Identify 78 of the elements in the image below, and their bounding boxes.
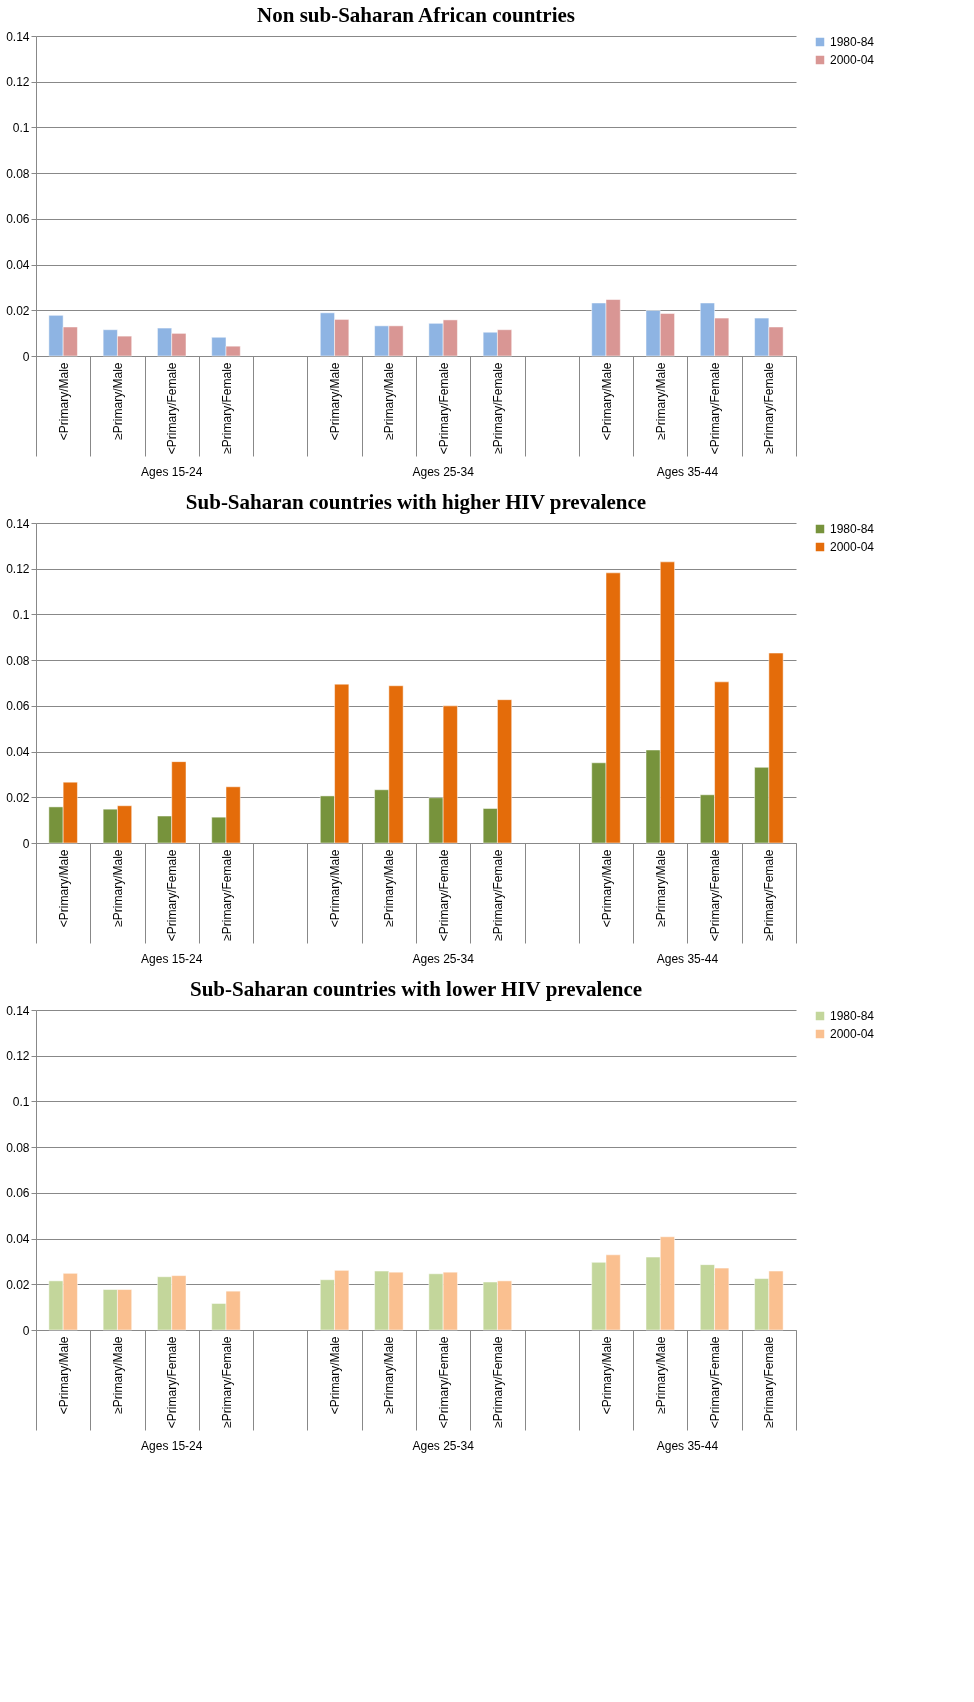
legend-label: 1980-84: [830, 35, 875, 49]
y-tick-label: 0.08: [6, 653, 30, 668]
x-tick-label: <Primary/Female: [436, 362, 451, 455]
legend-label: 1980-84: [830, 522, 875, 536]
x-tick-label: <Primary/Male: [599, 849, 614, 928]
x-tick-label: <Primary/Male: [328, 362, 343, 441]
x-tick-label: <Primary/Female: [165, 1336, 180, 1429]
y-tick-label: 0.04: [6, 1232, 30, 1247]
legend-label: 2000-04: [830, 1027, 875, 1041]
y-tick-label: 0.02: [6, 790, 30, 805]
x-tick-label: <Primary/Female: [436, 849, 451, 942]
y-tick-label: 0.1: [12, 1094, 30, 1109]
text: Ages 35-44: [656, 952, 719, 966]
y-tick-label: 0.1: [12, 120, 30, 135]
y-tick-label: 0.02: [6, 1277, 30, 1292]
x-tick-label: ≥Primary/Female: [219, 362, 234, 454]
x-tick-label: ≥Primary/Male: [110, 849, 125, 927]
y-tick-label: 0.04: [6, 258, 30, 273]
text: Ages 15-24: [141, 952, 203, 966]
x-tick-label: <Primary/Male: [599, 1336, 614, 1415]
y-tick-label: 0.1: [12, 607, 30, 622]
chart-title: Non sub-Saharan African countries: [257, 3, 575, 27]
y-tick-label: 0.04: [6, 745, 30, 760]
x-tick-label: ≥Primary/Female: [219, 849, 234, 941]
x-tick-label: ≥Primary/Female: [762, 362, 777, 454]
x-tick-label: <Primary/Female: [708, 1336, 723, 1429]
y-tick-label: 0.12: [6, 562, 30, 577]
x-tick-label: <Primary/Male: [56, 362, 71, 441]
legend-label: 2000-04: [830, 53, 875, 67]
x-tick-label: <Primary/Male: [599, 362, 614, 441]
x-tick-label: <Primary/Female: [708, 849, 723, 942]
x-tick-label: ≥Primary/Male: [653, 849, 668, 927]
text: Ages 25-34: [412, 1439, 475, 1453]
y-tick-label: 0.06: [6, 1186, 30, 1201]
y-tick-label: 0.06: [6, 212, 30, 227]
chart-title: Sub-Saharan countries with lower HIV prevalence: [189, 977, 643, 1001]
x-tick-label: <Primary/Male: [328, 849, 343, 928]
x-tick-label: ≥Primary/Male: [382, 1336, 397, 1414]
y-tick-label: 0: [22, 1323, 30, 1338]
y-tick-label: 0: [22, 349, 30, 364]
y-tick-label: 0.06: [6, 699, 30, 714]
text: Ages 15-24: [141, 1439, 203, 1453]
x-tick-label: ≥Primary/Female: [490, 849, 505, 941]
y-tick-label: 0.14: [6, 1003, 30, 1018]
x-tick-label: <Primary/Female: [436, 1336, 451, 1429]
text: Ages 35-44: [656, 1439, 719, 1453]
legend-label: 1980-84: [830, 1009, 875, 1023]
y-tick-label: 0.08: [6, 166, 30, 181]
text: Ages 25-34: [412, 952, 475, 966]
text: Ages 15-24: [141, 465, 203, 479]
legend-label: 2000-04: [830, 540, 875, 554]
y-tick-label: 0.02: [6, 303, 30, 318]
y-tick-label: 0.14: [6, 29, 30, 44]
y-tick-label: 0.14: [6, 516, 30, 531]
x-tick-label: <Primary/Male: [328, 1336, 343, 1415]
x-tick-label: ≥Primary/Male: [110, 362, 125, 440]
x-tick-label: ≥Primary/Male: [110, 1336, 125, 1414]
x-tick-label: ≥Primary/Female: [219, 1336, 234, 1428]
x-tick-label: ≥Primary/Female: [490, 1336, 505, 1428]
x-tick-label: <Primary/Female: [165, 362, 180, 455]
x-tick-label: <Primary/Male: [56, 849, 71, 928]
x-tick-label: ≥Primary/Female: [762, 849, 777, 941]
y-tick-label: 0.08: [6, 1140, 30, 1155]
text: Ages 35-44: [656, 465, 719, 479]
x-tick-label: ≥Primary/Male: [382, 849, 397, 927]
y-tick-label: 0.12: [6, 1049, 30, 1064]
x-tick-label: <Primary/Female: [708, 362, 723, 455]
x-tick-label: <Primary/Female: [165, 849, 180, 942]
y-tick-label: 0: [22, 836, 30, 851]
x-tick-label: ≥Primary/Female: [762, 1336, 777, 1428]
chart-title: Sub-Saharan countries with higher HIV prevalence: [185, 490, 647, 514]
x-tick-label: ≥Primary/Male: [653, 1336, 668, 1414]
y-tick-label: 0.12: [6, 75, 30, 90]
x-tick-label: ≥Primary/Male: [653, 362, 668, 440]
x-tick-label: <Primary/Male: [56, 1336, 71, 1415]
x-tick-label: ≥Primary/Male: [382, 362, 397, 440]
text: Ages 25-34: [412, 465, 475, 479]
x-tick-label: ≥Primary/Female: [490, 362, 505, 454]
